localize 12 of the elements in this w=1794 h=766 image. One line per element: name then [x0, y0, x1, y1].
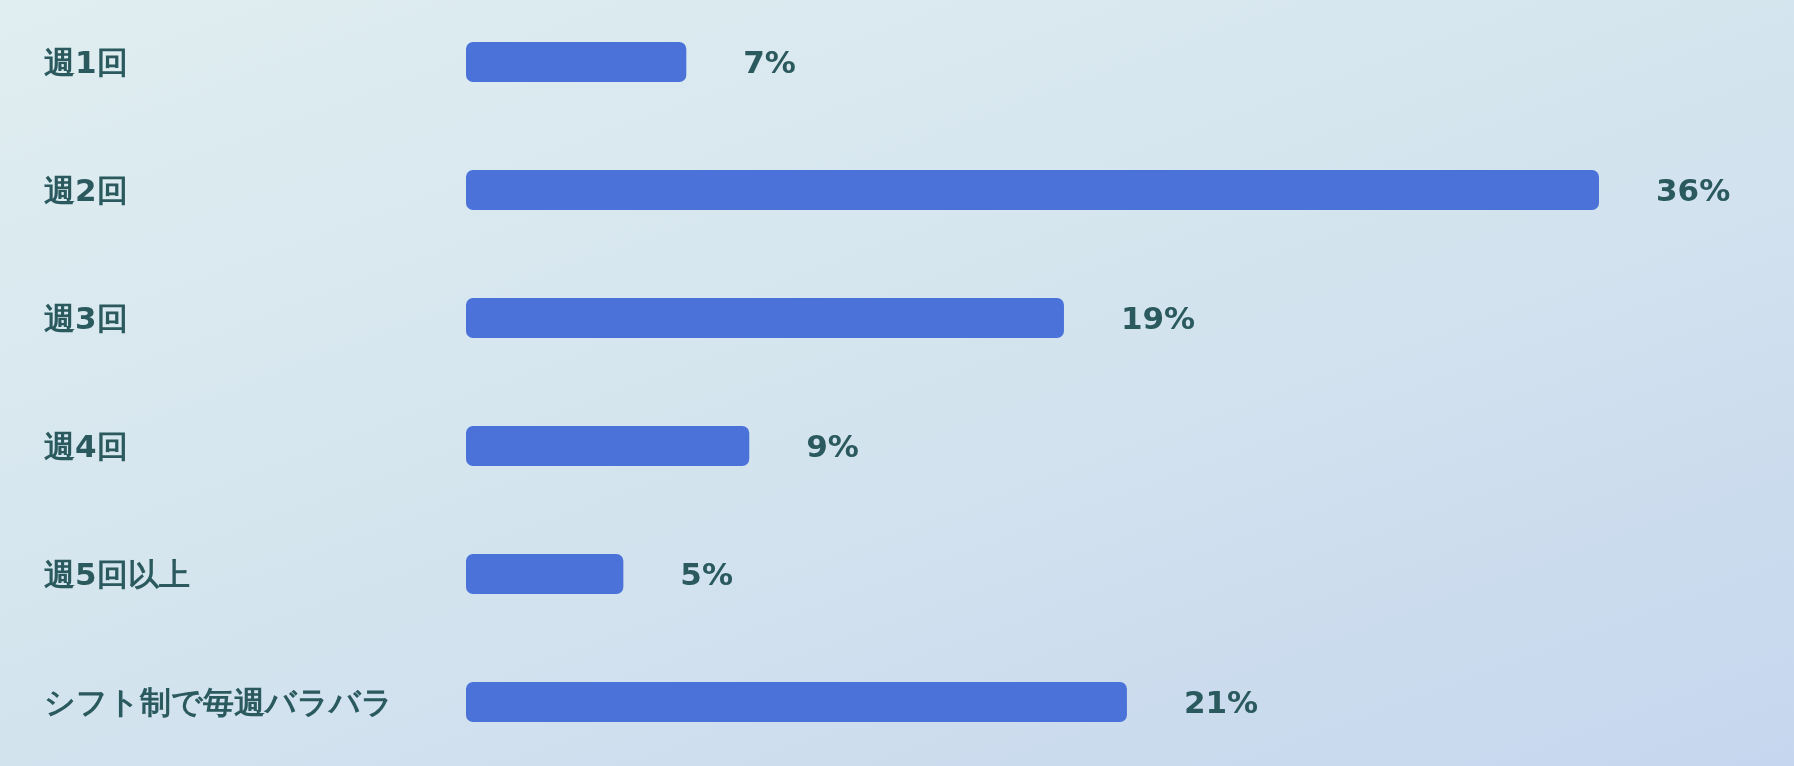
value-label: 19%: [1120, 300, 1196, 336]
value-label: 21%: [1183, 684, 1259, 720]
category-label: 週2回: [44, 172, 128, 208]
category-label: 週5回以上: [44, 556, 190, 592]
category-label: 週3回: [44, 300, 128, 336]
category-label: 週1回: [44, 44, 128, 80]
category-label: 週4回: [44, 428, 128, 464]
value-label: 36%: [1656, 172, 1731, 208]
value-label: 5%: [680, 556, 733, 592]
category-label: シフト制で毎週バラバラ: [44, 684, 393, 720]
value-label: 7%: [743, 44, 796, 80]
value-label: 9%: [806, 428, 859, 464]
